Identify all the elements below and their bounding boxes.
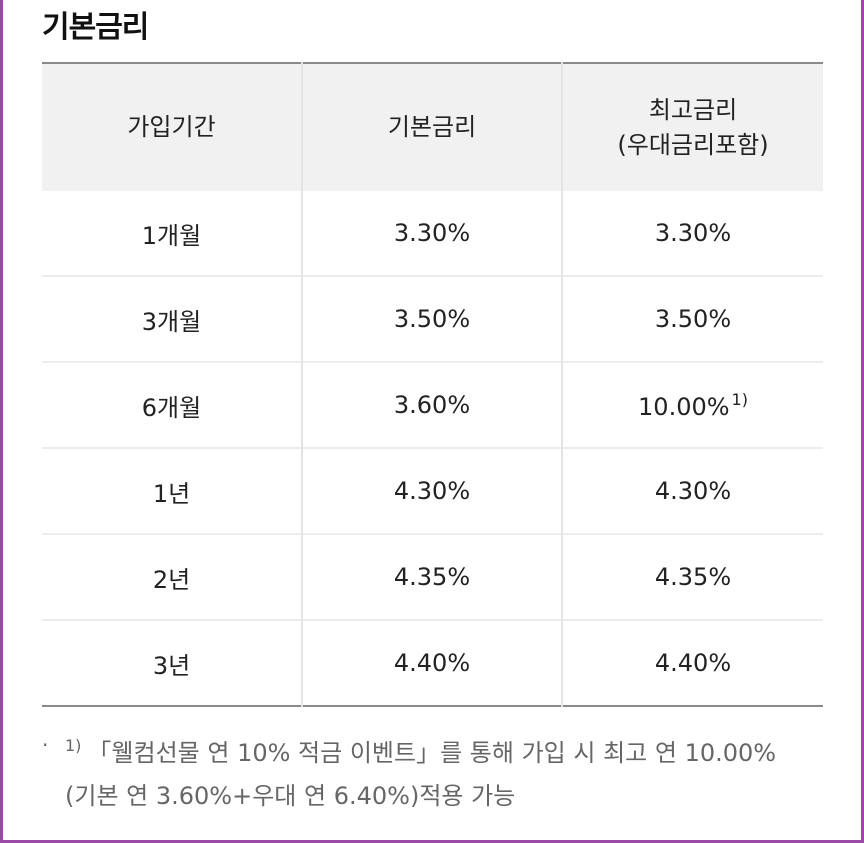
cell-period: 1개월 xyxy=(141,221,202,250)
cell-base-rate: 4.40% xyxy=(301,619,562,706)
table-row: 3개월 3.50% 3.50% xyxy=(42,275,823,362)
table-row: 2년 4.35% 4.35% xyxy=(42,533,823,620)
header-max-rate-title: 최고금리 xyxy=(648,95,738,124)
table-row: 1개월 3.30% 3.30% xyxy=(42,191,823,276)
cell-max-rate: 3.30% xyxy=(561,191,823,276)
header-base-rate: 기본금리 xyxy=(301,63,562,191)
footnote-number: 1) xyxy=(65,736,82,755)
cell-period: 2년 xyxy=(42,533,302,620)
table-header-row: 가입기간 기본금리 최고금리 (우대금리포함) xyxy=(42,63,823,191)
footnote-body: 1) 「웰컴선물 연 10% 적금 이벤트」를 통해 가입 시 최고 연 10.0… xyxy=(65,724,832,818)
footnote-text-1: 「웰컴선물 연 10% 적금 이벤트」를 통해 가입 시 최고 연 10.00% xyxy=(87,739,777,767)
cell-period: 3년 xyxy=(42,619,302,706)
header-max-rate: 최고금리 (우대금리포함) xyxy=(561,63,823,191)
cell-max-rate: 4.30% xyxy=(561,447,823,534)
cell-base-rate: 3.30% xyxy=(301,191,562,276)
cell-period: 3개월 xyxy=(42,275,302,362)
cell-max-rate: 4.40% xyxy=(561,619,823,706)
footnote-line-2: (기본 연 3.60%+우대 연 6.40%)적용 가능 xyxy=(65,782,516,810)
header-max-rate-subtitle: (우대금리포함) xyxy=(617,130,769,159)
cell-max-rate: 4.35% xyxy=(561,533,823,620)
cell-period: 1년 xyxy=(42,447,302,534)
max-rate-value: 10.00% xyxy=(638,392,730,421)
table-row: 6개월 3.60% 10.00% 1) xyxy=(42,361,823,448)
cell-max-rate: 3.50% xyxy=(561,275,823,362)
cell-max-rate: 10.00% 1) xyxy=(561,361,823,448)
cell-base-rate: 3.60% xyxy=(301,361,562,448)
footnote-line-1: 1) 「웰컴선물 연 10% 적금 이벤트」를 통해 가입 시 최고 연 10.0… xyxy=(65,724,832,775)
cell-base-rate: 3.50% xyxy=(301,275,562,362)
header-period: 가입기간 xyxy=(42,63,302,191)
table-row: 3년 4.40% 4.40% xyxy=(42,619,823,706)
cell-base-rate: 4.35% xyxy=(301,533,562,620)
interest-rate-table: 가입기간 기본금리 최고금리 (우대금리포함) 1개월 3.30% 3.30% … xyxy=(42,62,823,707)
footnote-bullet: · xyxy=(42,733,49,757)
section-title: 기본금리 xyxy=(42,10,149,45)
cell-base-rate: 4.30% xyxy=(301,447,562,534)
cell-period: 6개월 xyxy=(42,361,302,448)
footnote-marker: 1) xyxy=(731,389,748,409)
table-row: 1년 4.30% 4.30% xyxy=(42,447,823,534)
footnote: · 1) 「웰컴선물 연 10% 적금 이벤트」를 통해 가입 시 최고 연 10… xyxy=(42,724,832,818)
